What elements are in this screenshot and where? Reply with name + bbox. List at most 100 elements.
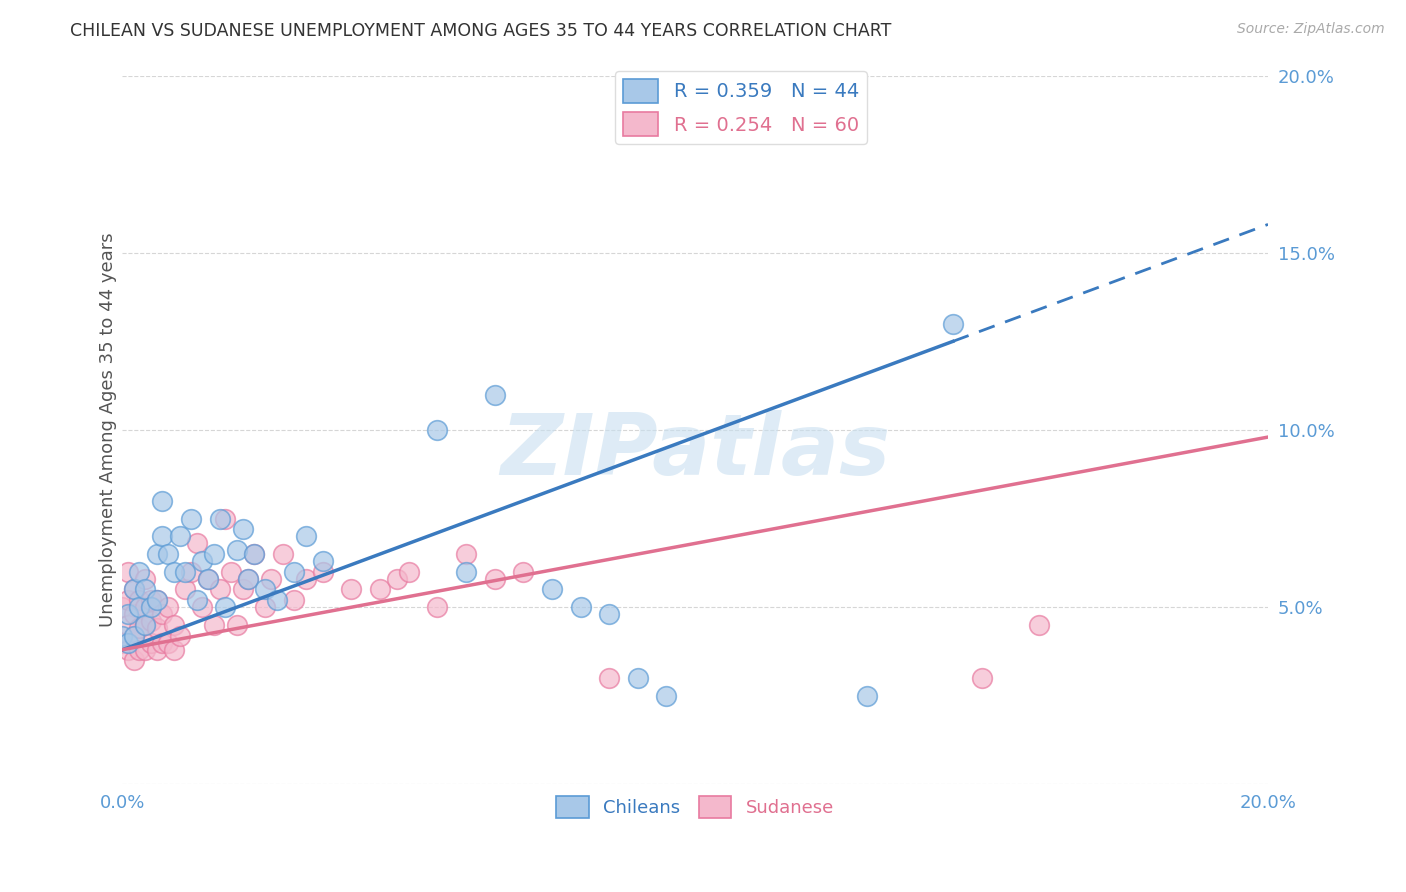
Point xyxy=(122,629,145,643)
Point xyxy=(122,582,145,597)
Point xyxy=(454,565,477,579)
Point xyxy=(169,629,191,643)
Point xyxy=(169,529,191,543)
Point xyxy=(484,387,506,401)
Point xyxy=(111,629,134,643)
Point xyxy=(122,582,145,597)
Y-axis label: Unemployment Among Ages 35 to 44 years: Unemployment Among Ages 35 to 44 years xyxy=(100,233,117,627)
Point xyxy=(243,547,266,561)
Point xyxy=(150,529,173,543)
Point xyxy=(174,565,197,579)
Point xyxy=(598,607,620,622)
Point xyxy=(260,572,283,586)
Point xyxy=(294,529,316,543)
Point xyxy=(970,671,993,685)
Point xyxy=(283,565,305,579)
Point xyxy=(122,653,145,667)
Point xyxy=(145,622,167,636)
Point xyxy=(157,600,180,615)
Point xyxy=(312,565,335,579)
Point xyxy=(856,689,879,703)
Point xyxy=(238,572,260,586)
Point xyxy=(111,635,134,649)
Text: Source: ZipAtlas.com: Source: ZipAtlas.com xyxy=(1237,22,1385,37)
Point xyxy=(139,600,162,615)
Point xyxy=(454,547,477,561)
Point xyxy=(484,572,506,586)
Point xyxy=(139,635,162,649)
Legend: Chileans, Sudanese: Chileans, Sudanese xyxy=(550,789,841,825)
Point xyxy=(294,572,316,586)
Point xyxy=(150,607,173,622)
Point xyxy=(512,565,534,579)
Point xyxy=(340,582,363,597)
Point xyxy=(214,511,236,525)
Point xyxy=(266,593,288,607)
Point xyxy=(163,565,186,579)
Point xyxy=(191,554,214,568)
Point xyxy=(128,642,150,657)
Point xyxy=(197,572,219,586)
Point xyxy=(134,618,156,632)
Point xyxy=(117,593,139,607)
Point xyxy=(283,593,305,607)
Point xyxy=(134,618,156,632)
Point xyxy=(569,600,592,615)
Point xyxy=(139,593,162,607)
Text: ZIPatlas: ZIPatlas xyxy=(501,409,890,492)
Point xyxy=(627,671,650,685)
Point xyxy=(150,494,173,508)
Point xyxy=(243,547,266,561)
Point xyxy=(541,582,564,597)
Point xyxy=(128,600,150,615)
Point xyxy=(145,642,167,657)
Point xyxy=(139,615,162,629)
Point xyxy=(254,582,277,597)
Point xyxy=(134,642,156,657)
Point xyxy=(157,547,180,561)
Point xyxy=(387,572,409,586)
Point xyxy=(368,582,391,597)
Text: CHILEAN VS SUDANESE UNEMPLOYMENT AMONG AGES 35 TO 44 YEARS CORRELATION CHART: CHILEAN VS SUDANESE UNEMPLOYMENT AMONG A… xyxy=(70,22,891,40)
Point xyxy=(312,554,335,568)
Point xyxy=(163,642,186,657)
Point xyxy=(197,572,219,586)
Point xyxy=(145,593,167,607)
Point xyxy=(186,536,208,550)
Point xyxy=(225,618,247,632)
Point xyxy=(271,547,294,561)
Point xyxy=(134,600,156,615)
Point xyxy=(174,582,197,597)
Point xyxy=(117,635,139,649)
Point xyxy=(150,635,173,649)
Point xyxy=(117,607,139,622)
Point xyxy=(219,565,242,579)
Point xyxy=(254,600,277,615)
Point xyxy=(122,607,145,622)
Point xyxy=(145,547,167,561)
Point xyxy=(232,582,254,597)
Point xyxy=(128,593,150,607)
Point xyxy=(426,600,449,615)
Point xyxy=(398,565,420,579)
Point xyxy=(180,565,202,579)
Point xyxy=(232,522,254,536)
Point xyxy=(157,635,180,649)
Point xyxy=(186,593,208,607)
Point xyxy=(134,582,156,597)
Point xyxy=(128,565,150,579)
Point xyxy=(180,511,202,525)
Point xyxy=(117,642,139,657)
Point xyxy=(655,689,678,703)
Point xyxy=(202,547,225,561)
Point xyxy=(163,618,186,632)
Point xyxy=(117,618,139,632)
Point xyxy=(111,600,134,615)
Point xyxy=(145,593,167,607)
Point xyxy=(128,622,150,636)
Point xyxy=(191,600,214,615)
Point xyxy=(202,618,225,632)
Point xyxy=(117,565,139,579)
Point xyxy=(122,629,145,643)
Point xyxy=(598,671,620,685)
